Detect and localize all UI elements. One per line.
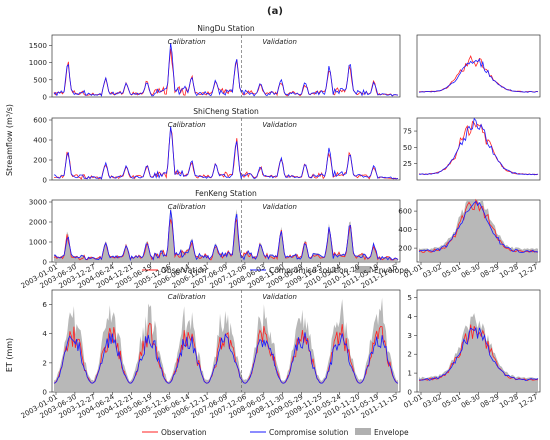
panel-ningdu-doy: [416, 34, 541, 98]
panel-ningdu-ts: 0 500 1000 1500 Calibration Validation NingDu …: [29, 24, 401, 102]
compromise-line: [418, 117, 539, 176]
plot-frame: [51, 34, 401, 98]
y-tick-label: 0: [42, 176, 47, 185]
calibration-label: Calibration: [168, 293, 206, 301]
legend-et-envelope-label: Envelope: [374, 428, 409, 437]
validation-label: Validation: [262, 38, 297, 46]
y-tick-label: 3: [407, 331, 412, 340]
compromise-line: [53, 332, 399, 384]
y-tick-label: 0: [42, 93, 47, 102]
y-tick-label: 1000: [29, 58, 48, 67]
panel-shicheng-doy: 25 50 75: [403, 117, 541, 181]
legend-et-observation-label: Observation: [161, 428, 207, 437]
compromise-line: [418, 58, 539, 93]
x-tick-label: 08-29: [479, 263, 501, 280]
y-tick-label: 200: [398, 244, 412, 253]
calibration-label: Calibration: [168, 121, 206, 129]
legend-envelope-label: Envelope: [374, 266, 409, 275]
envelope-band: [419, 200, 538, 262]
y-tick-label: 6: [42, 300, 47, 309]
compromise-line: [418, 326, 539, 381]
x-tick-label: 12-27: [517, 263, 539, 280]
panel-fenkeng-ts: 0 1000 2000 3000 Calibration Validation FenKen…: [20, 189, 401, 290]
y-tick-label: 500: [33, 75, 47, 84]
y-tick-label: 400: [33, 136, 47, 145]
legend-et-envelope-swatch: [355, 428, 371, 435]
y-tick-label: 5: [407, 293, 412, 302]
y-tick-label: 25: [403, 159, 412, 168]
x-tick-label: 10-28: [498, 393, 520, 410]
validation-label: Validation: [262, 203, 297, 211]
y-tick-label: 3000: [29, 198, 48, 207]
compromise-line: [54, 210, 399, 262]
et-ylabel: ET (mm): [5, 338, 14, 372]
y-tick-label: 1: [407, 369, 412, 378]
y-tick-label: 400: [398, 225, 412, 234]
y-tick-label: 600: [398, 207, 412, 216]
y-tick-label: 0: [42, 388, 47, 397]
x-tick-label: 05-01: [441, 393, 463, 410]
y-tick-label: 4: [407, 312, 412, 321]
compromise-line: [53, 126, 399, 180]
y-tick-label: 2000: [29, 218, 48, 227]
validation-label: Validation: [262, 293, 297, 301]
legend-et-compromise-label: Compromise solution: [269, 428, 349, 437]
x-tick-label: 03-02: [422, 263, 444, 280]
x-tick-label: 06-30: [460, 393, 482, 410]
legend-observation-label: Observation: [161, 266, 207, 275]
compromise-line: [418, 200, 539, 253]
plot-frame: [416, 117, 541, 181]
legend-compromise-label: Compromise solution: [269, 266, 349, 275]
y-tick-label: 2: [42, 358, 47, 367]
y-tick-label: 4: [42, 329, 47, 338]
x-tick-label: 08-29: [479, 393, 501, 410]
legend-streamflow: Observation Compromise solution Envelope: [142, 266, 409, 275]
calibration-label: Calibration: [168, 38, 206, 46]
panel-fenkeng-doy: 20040060001-0103-0205-0106-3008-2910-281…: [398, 198, 541, 280]
compromise-line: [53, 42, 399, 97]
y-tick-label: 200: [33, 156, 47, 165]
envelope-band: [54, 297, 398, 392]
x-tick-label: 06-30: [460, 263, 482, 280]
x-tick-label: 10-28: [498, 263, 520, 280]
calibration-label: Calibration: [168, 203, 206, 211]
plot-frame: [51, 117, 401, 181]
y-tick-label: 75: [403, 127, 412, 136]
legend-envelope-swatch: [355, 266, 371, 273]
y-tick-label: 0: [42, 258, 47, 267]
observation-line: [53, 322, 399, 384]
validation-label: Validation: [262, 121, 297, 129]
x-tick-label: 03-02: [422, 393, 444, 410]
y-tick-label: 50: [403, 143, 413, 152]
y-tick-label: 0: [407, 388, 412, 397]
panel-title: FenKeng Station: [195, 189, 257, 198]
panel-et-doy: 0 1 2 3 4 5 01-0103-0205-0106-3008-2910-2812-2…: [402, 289, 541, 410]
panel-title: ShiCheng Station: [193, 107, 259, 116]
y-tick-label: 1000: [29, 238, 48, 247]
observation-line: [53, 48, 399, 97]
panel-shicheng-ts: 0 200 400 600 Calibration ValidationShiCheng …: [33, 107, 401, 185]
y-tick-label: 2: [407, 350, 412, 359]
y-tick-label: 600: [33, 116, 47, 125]
x-tick-label: 12-27: [517, 393, 539, 410]
legend-et: Observation Compromise solution Envelope: [142, 428, 409, 437]
panel-label: (a): [267, 6, 283, 17]
streamflow-ylabel: Streamflow (m³/s): [5, 104, 14, 176]
x-tick-label: 05-01: [441, 263, 463, 280]
panel-title: NingDu Station: [197, 24, 255, 33]
plot-frame: [416, 34, 541, 98]
y-tick-label: 1500: [29, 41, 48, 50]
x-tick-label: 01-01: [402, 393, 424, 410]
